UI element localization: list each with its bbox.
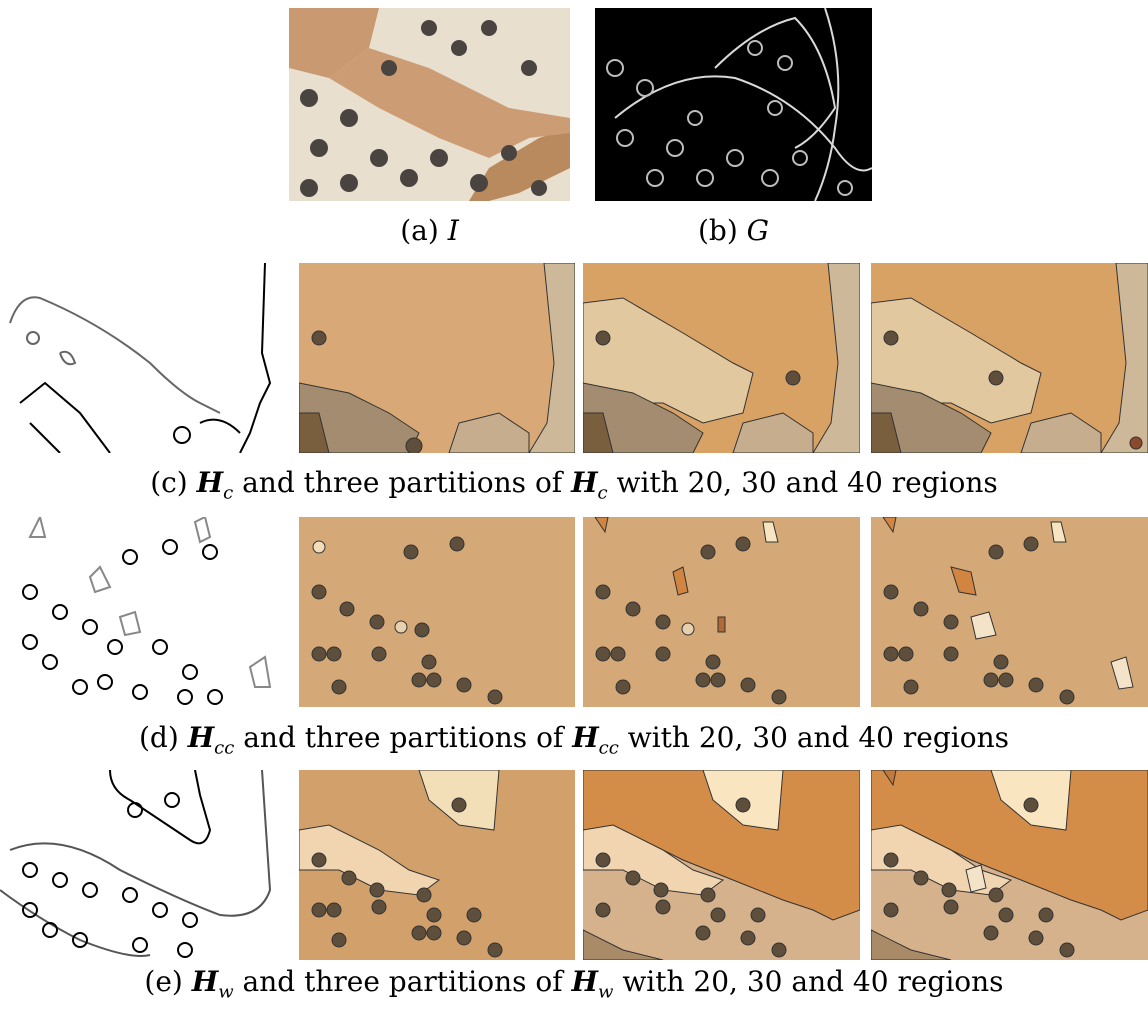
row-c-hierarchy-contours <box>0 263 290 453</box>
caption-a: (a) I <box>289 214 570 248</box>
row-e-p30-svg <box>583 770 860 960</box>
row-c-partition-40 <box>871 263 1148 453</box>
row-c-contours-svg <box>0 263 290 453</box>
caption-d-mid: and three partitions of <box>243 721 564 754</box>
gradient-rings <box>606 40 853 196</box>
row-c-partition-20 <box>299 263 575 453</box>
row-e-p40-svg <box>871 770 1148 960</box>
gradient-svg <box>595 8 872 201</box>
caption-row-c: (c) Hc and three partitions of Hc with 2… <box>0 466 1148 511</box>
caption-c-symbol: H <box>196 466 224 499</box>
row-d-contours-svg <box>0 517 290 707</box>
caption-e-prefix: (e) <box>144 965 183 998</box>
row-c-p40-svg <box>871 263 1148 453</box>
caption-b: (b) G <box>595 214 872 248</box>
row-e-contours-svg <box>0 770 290 960</box>
row-d-p30-svg <box>583 517 860 707</box>
caption-e-suffix: with 20, 30 and 40 regions <box>622 965 1004 998</box>
image-g-gradient <box>595 8 872 201</box>
gradient-background <box>595 8 872 201</box>
forearm-region <box>469 128 570 201</box>
caption-c-prefix: (c) <box>150 466 188 499</box>
row-e-p20-svg <box>299 770 575 960</box>
row-e-hierarchy-contours <box>0 770 290 960</box>
caption-b-label: (b) <box>697 214 738 247</box>
gradient-edges <box>614 8 872 201</box>
row-c-p30-svg <box>583 263 860 453</box>
row-d-p40-svg <box>871 517 1148 707</box>
caption-d-prefix: (d) <box>139 721 179 754</box>
row-e-partition-20 <box>299 770 575 960</box>
caption-d-subscript: cc <box>214 737 235 759</box>
row-d-p20-svg <box>299 517 575 707</box>
caption-a-label: (a) <box>400 214 439 247</box>
caption-c-subscript-2: c <box>597 482 608 504</box>
caption-e-subscript: w <box>218 981 234 1003</box>
polka-dots <box>300 20 547 197</box>
caption-b-symbol: G <box>746 214 770 247</box>
image-i-photo <box>289 8 570 201</box>
row-d-partition-40 <box>871 517 1148 707</box>
caption-e-mid: and three partitions of <box>242 965 563 998</box>
caption-c-subscript: c <box>223 482 234 504</box>
caption-c-symbol-2: H <box>571 466 598 499</box>
caption-row-e: (e) Hw and three partitions of Hw with 2… <box>0 965 1148 1010</box>
row-e-partition-40 <box>871 770 1148 960</box>
caption-d-symbol: H <box>187 721 215 754</box>
row-c-partition-30 <box>583 263 860 453</box>
row-e-partition-30 <box>583 770 860 960</box>
caption-d-subscript-2: cc <box>598 737 619 759</box>
row-d-hierarchy-contours <box>0 517 290 707</box>
hand-region <box>289 8 379 78</box>
caption-e-symbol-2: H <box>571 965 598 998</box>
row-d-partition-20 <box>299 517 575 707</box>
row-c-p20-svg <box>299 263 575 453</box>
caption-d-symbol-2: H <box>572 721 599 754</box>
row-d-partition-30 <box>583 517 860 707</box>
caption-d-suffix: with 20, 30 and 40 regions <box>627 721 1009 754</box>
caption-c-suffix: with 20, 30 and 40 regions <box>616 466 998 499</box>
caption-e-subscript-2: w <box>597 981 614 1003</box>
caption-e-symbol: H <box>191 965 219 998</box>
caption-c-mid: and three partitions of <box>242 466 563 499</box>
photo-svg <box>289 8 570 201</box>
caption-a-symbol: I <box>447 214 459 247</box>
caption-row-d: (d) Hcc and three partitions of Hcc with… <box>0 721 1148 766</box>
